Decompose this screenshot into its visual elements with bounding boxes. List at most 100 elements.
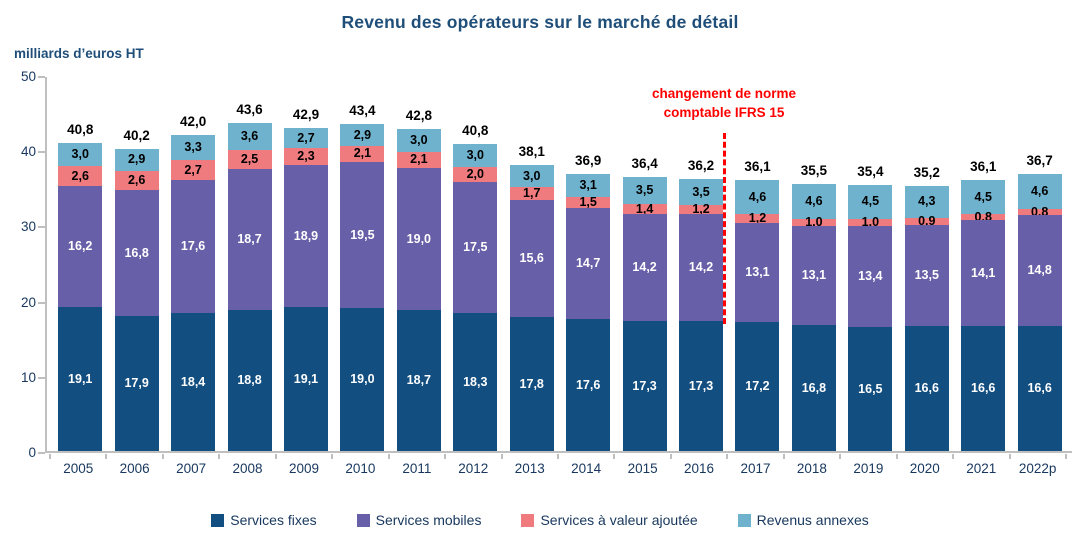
segment-value-label: 2,3: [297, 149, 315, 164]
segment-services-mobiles-2015: 14,2: [622, 214, 667, 321]
segment-services-mobiles-2020: 13,5: [904, 224, 949, 327]
segment-services-fixes-2015: 17,3: [622, 320, 667, 451]
segment-value-label: 1,0: [805, 215, 823, 230]
x-tick-label-2015: 2015: [627, 461, 658, 476]
segment-value-label: 17,3: [632, 378, 657, 393]
stacked-bar-2006: 2,9 2,6 16,8 17,9: [114, 148, 159, 451]
segment-value-label: 14,7: [575, 256, 601, 271]
legend-swatch-services-a-valeur-ajoutee: [521, 513, 535, 527]
segment-value-label: 2,6: [127, 173, 146, 188]
year-column-2018: 35,5 4,6 1,0 13,1 16,8: [786, 75, 842, 451]
chart-title: Revenu des opérateurs sur le marché de d…: [341, 12, 739, 32]
x-tick-label-2021: 2021: [966, 461, 997, 476]
x-tick-label-2010: 2010: [345, 461, 376, 476]
segment-value-label: 17,6: [575, 377, 601, 392]
total-label-2008: 43,6: [236, 102, 263, 118]
segment-services-fixes-2007: 18,4: [171, 312, 216, 451]
segment-value-label: 3,5: [635, 183, 654, 198]
segment-services-a-valeur-ajoutee-2007: 2,7: [171, 160, 216, 181]
stacked-bar-2015: 3,5 1,4 14,2 17,3: [622, 177, 667, 451]
segment-services-fixes-2011: 18,7: [396, 310, 441, 451]
x-tick-mark: [331, 454, 334, 459]
segment-value-label: 1,0: [861, 215, 880, 230]
y-tick-label-20: 20: [20, 294, 36, 310]
x-tick-mark: [613, 454, 616, 459]
year-column-2013: 38,1 3,0 1,7 15,6 17,8: [504, 75, 560, 451]
y-tick-mark: [38, 452, 45, 454]
year-column-2007: 42,0 3,3 2,7 17,6 18,4: [165, 75, 221, 451]
year-column-2005: 40,8 3,0 2,6 16,2 19,1: [52, 75, 108, 451]
total-label-2012: 40,8: [462, 123, 489, 139]
segment-services-a-valeur-ajoutee-2016: 1,2: [679, 202, 724, 217]
segment-services-mobiles-2017: 13,1: [735, 223, 780, 322]
segment-value-label: 17,3: [688, 378, 714, 393]
segment-value-label: 3,5: [692, 184, 710, 199]
segment-services-fixes-2016: 17,3: [679, 320, 724, 451]
segment-value-label: 1,2: [692, 202, 710, 217]
x-tick-mark: [387, 454, 390, 459]
stacked-bar-2022p: 4,6 0,8 14,8 16,6: [1017, 174, 1062, 451]
x-tick-mark: [726, 454, 729, 459]
segment-value-label: 3,0: [466, 148, 484, 163]
segment-value-label: 14,1: [971, 265, 996, 280]
total-label-2005: 40,8: [67, 122, 94, 138]
segment-services-fixes-2022p: 16,6: [1017, 326, 1062, 451]
x-tick-mark: [161, 454, 164, 459]
year-column-2008: 43,6 3,6 2,5 18,7 18,8: [221, 75, 277, 451]
legend-label-services-mobiles: Services mobiles: [375, 512, 482, 528]
segment-value-label: 3,3: [184, 140, 202, 155]
x-tick-mark: [49, 454, 51, 459]
segment-services-fixes-2008: 18,8: [227, 309, 272, 451]
legend-swatch-services-mobiles: [356, 513, 370, 527]
total-label-2009: 42,9: [292, 106, 320, 122]
x-tick-label-2011: 2011: [402, 461, 432, 476]
segment-services-a-valeur-ajoutee-2022p: 0,8: [1017, 206, 1062, 218]
segment-services-a-valeur-ajoutee-2012: 2,0: [453, 166, 498, 182]
x-tick-label-2009: 2009: [288, 461, 319, 476]
segment-revenus-annexes-2016: 3,5: [679, 178, 724, 206]
y-axis-unit-label: milliards d’euros HT: [14, 46, 144, 61]
segment-revenus-annexes-2022p: 4,6: [1017, 174, 1062, 209]
x-tick-mark: [839, 454, 842, 459]
y-tick-label-10: 10: [20, 369, 36, 385]
total-label-2016: 36,2: [687, 157, 715, 173]
segment-value-label: 1,4: [635, 201, 654, 216]
segment-services-mobiles-2014: 14,7: [566, 208, 611, 319]
segment-services-fixes-2014: 17,6: [566, 318, 611, 451]
y-tick-label-0: 0: [28, 445, 36, 460]
segment-services-a-valeur-ajoutee-2017: 1,2: [735, 211, 780, 226]
x-tick-mark: [444, 454, 447, 459]
segment-value-label: 3,0: [410, 133, 428, 148]
x-tick-label-2022p: 2022p: [1018, 461, 1057, 476]
segment-value-label: 16,6: [1027, 381, 1052, 396]
segment-services-a-valeur-ajoutee-2006: 2,6: [114, 170, 159, 191]
x-tick-label-2008: 2008: [232, 461, 263, 476]
segment-value-label: 3,1: [579, 177, 597, 192]
total-label-2006: 40,2: [123, 127, 150, 143]
segment-services-a-valeur-ajoutee-2015: 1,4: [622, 201, 667, 216]
segment-services-a-valeur-ajoutee-2021: 0,8: [961, 211, 1006, 223]
segment-value-label: 1,5: [579, 195, 597, 210]
segment-value-label: 1,2: [748, 211, 767, 226]
year-column-2015: 36,4 3,5 1,4 14,2 17,3: [616, 75, 672, 451]
segment-value-label: 3,0: [71, 147, 89, 162]
total-label-2022p: 36,7: [1026, 153, 1053, 169]
bars: 40,8 3,0 2,6 16,2 19,1 40,2 2,9 2,6 16,8 17,9 42,0…: [52, 75, 1068, 451]
legend-label-services-fixes: Services fixes: [230, 512, 317, 528]
segment-services-a-valeur-ajoutee-2008: 2,5: [227, 150, 272, 170]
total-label-2015: 36,4: [631, 156, 658, 172]
legend-item-services-a-valeur-ajoutee: Services à valeur ajoutée: [521, 512, 698, 528]
segment-services-a-valeur-ajoutee-2014: 1,5: [566, 195, 611, 210]
segment-value-label: 19,0: [350, 372, 375, 387]
legend-swatch-services-fixes: [211, 513, 225, 527]
x-tick-label-2018: 2018: [796, 461, 827, 476]
segment-revenus-annexes-2005: 3,0: [58, 143, 103, 167]
year-column-2014: 36,9 3,1 1,5 14,7 17,6: [560, 75, 616, 451]
segment-services-mobiles-2018: 13,1: [791, 226, 836, 325]
x-tick-mark: [500, 454, 503, 459]
segment-revenus-annexes-2006: 2,9: [114, 148, 159, 171]
year-column-2020: 35,2 4,3 0,9 13,5 16,6: [899, 75, 955, 451]
segment-value-label: 18,7: [237, 232, 262, 247]
stacked-bar-2013: 3,0 1,7 15,6 17,8: [509, 164, 554, 451]
legend-label-services-a-valeur-ajoutee: Services à valeur ajoutée: [540, 512, 698, 528]
